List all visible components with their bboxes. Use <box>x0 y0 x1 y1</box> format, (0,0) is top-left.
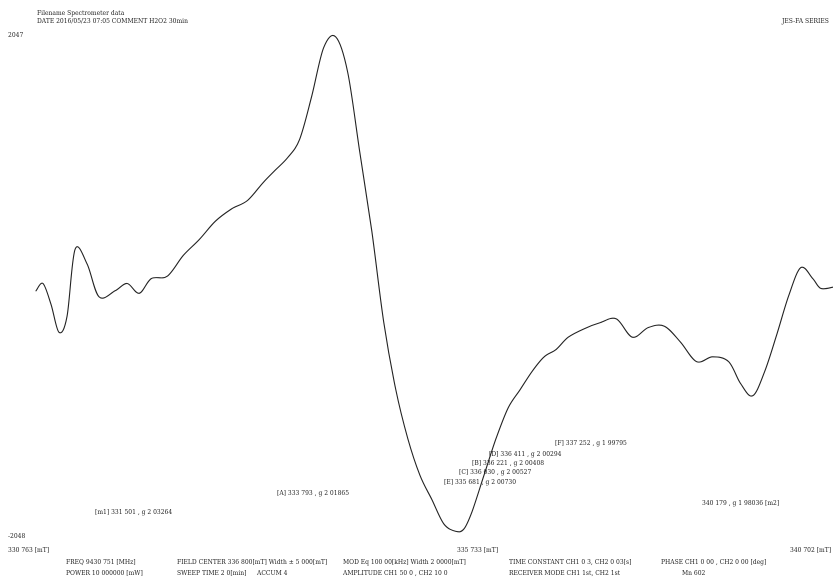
phase-param: PHASE CH1 0 00 , CH2 0 00 [deg] <box>661 559 767 566</box>
annotation-m2: 340 179 , g 1 98036 [m2] <box>702 500 780 507</box>
power-param: POWER 10 000000 [mW] <box>66 570 143 577</box>
x-mid-label: 335 733 [mT] <box>457 547 499 554</box>
annotation-E: [E] 335 681 , g 2 00730 <box>444 479 517 486</box>
date-comment-label: DATE 2016/05/23 07:05 COMMENT H2O2 30min <box>37 18 188 25</box>
time-constant-param: TIME CONSTANT CH1 0 3, CH2 0 03[s] <box>509 559 632 566</box>
annotation-B: [B] 336 221 , g 2 00408 <box>472 460 545 467</box>
mod-param: MOD Eq 100 00[kHz] Width 2 0000[mT] <box>343 559 466 566</box>
filename-label: Filename Spectrometer data <box>37 10 125 17</box>
field-center-param: FIELD CENTER 336 800[mT] Width ± 5 000[m… <box>177 559 328 566</box>
freq-param: FREQ 9430 751 [MHz] <box>66 559 136 566</box>
spectrum-trace <box>35 34 833 533</box>
annotation-A: [A] 333 793 , g 2 01865 <box>277 490 350 497</box>
y-max-label: 2047 <box>8 32 24 39</box>
x-min-label: 330 763 [mT] <box>8 547 50 554</box>
receiver-mode-param: RECEIVER MODE CH1 1st, CH2 1st <box>509 570 621 577</box>
annotation-C: [C] 336 030 , g 2 00527 <box>459 469 532 476</box>
amplitude-param: AMPLITUDE CH1 50 0 , CH2 10 0 <box>343 570 448 577</box>
annotation-F: [F] 337 252 , g 1 99795 <box>555 440 627 447</box>
y-min-label: -2048 <box>8 533 26 540</box>
x-max-label: 340 702 [mT] <box>790 547 832 554</box>
sweep-time-param: SWEEP TIME 2 0[min] <box>177 570 247 577</box>
annotation-D: [D] 336 411 , g 2 00294 <box>489 451 562 458</box>
mn-param: Mn 602 <box>682 570 706 577</box>
annotation-m1: [m1] 331 501 , g 2 03264 <box>95 509 173 516</box>
accum-param: ACCUM 4 <box>257 570 288 577</box>
series-label: JES-FA SERIES <box>782 18 829 25</box>
